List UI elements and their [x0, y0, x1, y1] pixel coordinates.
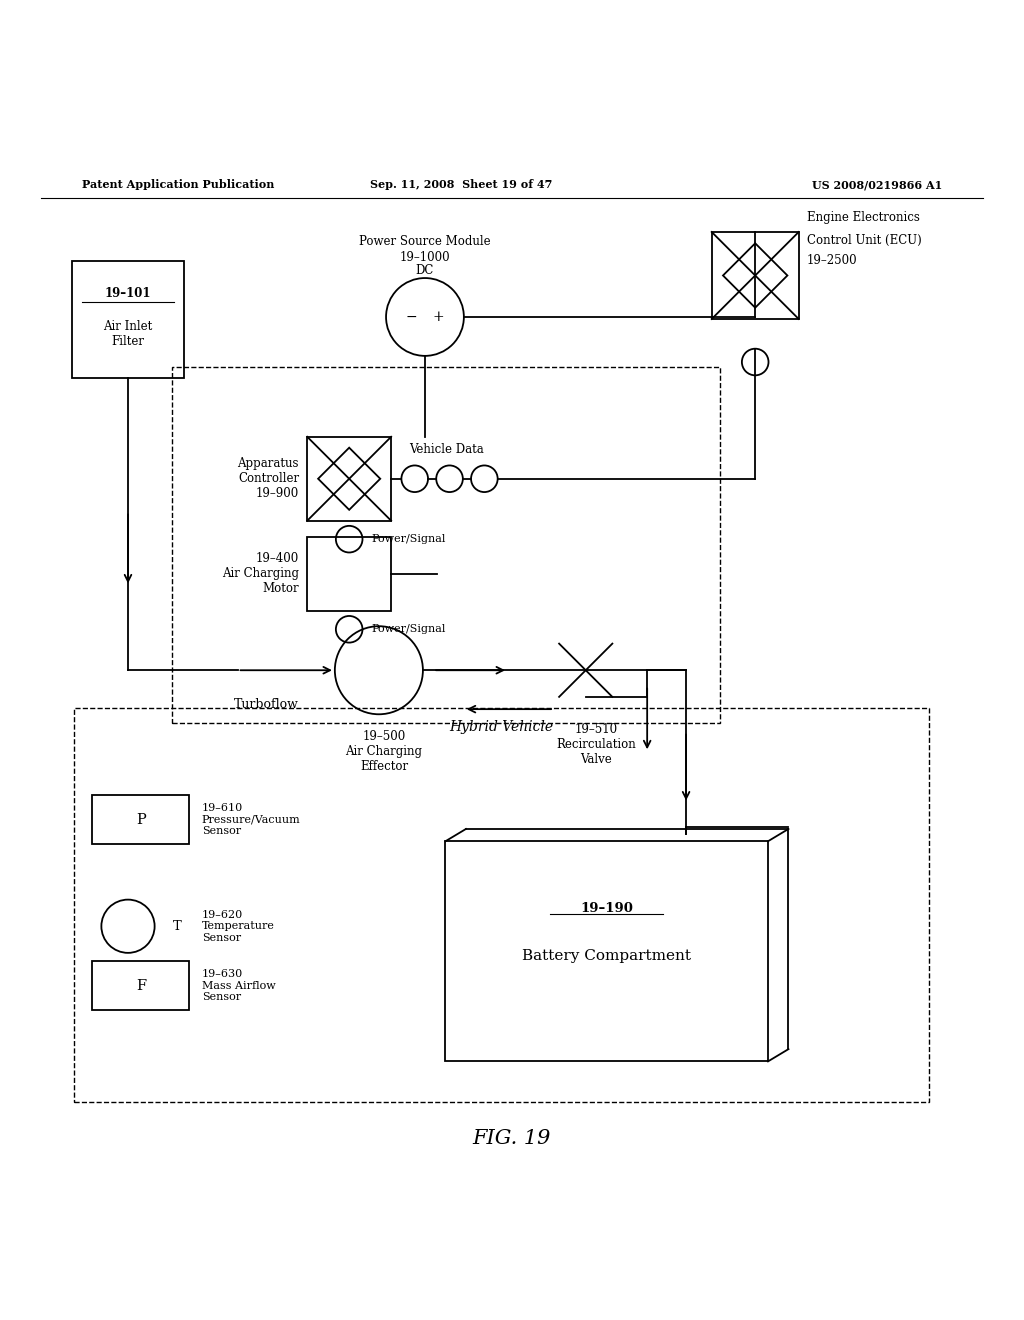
Text: 19–630
Mass Airflow
Sensor: 19–630 Mass Airflow Sensor — [202, 969, 275, 1002]
Text: FIG. 19: FIG. 19 — [473, 1129, 551, 1147]
Text: T: T — [173, 920, 181, 933]
Text: Hybrid Vehicle: Hybrid Vehicle — [450, 721, 553, 734]
Bar — [307, 437, 391, 520]
Text: Sep. 11, 2008  Sheet 19 of 47: Sep. 11, 2008 Sheet 19 of 47 — [370, 180, 552, 190]
Bar — [92, 961, 189, 1010]
Text: +: + — [432, 310, 444, 323]
Text: 19–2500: 19–2500 — [807, 255, 857, 268]
Text: Power/Signal: Power/Signal — [372, 535, 446, 544]
Text: Battery Compartment: Battery Compartment — [522, 949, 691, 964]
Bar — [172, 367, 720, 723]
Bar — [307, 537, 391, 611]
Text: Air Inlet
Filter: Air Inlet Filter — [103, 319, 153, 347]
Text: F: F — [136, 978, 145, 993]
Text: P: P — [136, 813, 145, 826]
Bar — [445, 841, 768, 1061]
Text: 19–101: 19–101 — [104, 288, 152, 300]
Text: Power/Signal: Power/Signal — [372, 624, 446, 635]
Text: DC: DC — [416, 264, 434, 277]
Text: Power Source Module: Power Source Module — [359, 235, 490, 248]
Text: 19–400
Air Charging
Motor: 19–400 Air Charging Motor — [222, 553, 299, 595]
Text: 19–500
Air Charging
Effector: 19–500 Air Charging Effector — [345, 730, 423, 772]
Text: Patent Application Publication: Patent Application Publication — [82, 180, 274, 190]
Text: −: − — [406, 310, 418, 323]
Bar — [712, 232, 799, 319]
Text: Control Unit (ECU): Control Unit (ECU) — [807, 234, 922, 247]
Text: 19–610
Pressure/Vacuum
Sensor: 19–610 Pressure/Vacuum Sensor — [202, 803, 300, 837]
Text: 19–1000: 19–1000 — [399, 251, 451, 264]
Text: 19–190: 19–190 — [581, 902, 633, 915]
Text: Vehicle Data: Vehicle Data — [410, 444, 484, 457]
Text: 19–620
Temperature
Sensor: 19–620 Temperature Sensor — [202, 909, 274, 942]
Bar — [72, 260, 184, 379]
Bar — [74, 708, 929, 1102]
Text: Apparatus
Controller
19–900: Apparatus Controller 19–900 — [238, 457, 299, 500]
Bar — [92, 795, 189, 845]
Text: US 2008/0219866 A1: US 2008/0219866 A1 — [812, 180, 942, 190]
Text: Turboflow: Turboflow — [233, 698, 298, 711]
Text: 19–510
Recirculation
Valve: 19–510 Recirculation Valve — [556, 723, 636, 767]
Text: Engine Electronics: Engine Electronics — [807, 211, 920, 224]
